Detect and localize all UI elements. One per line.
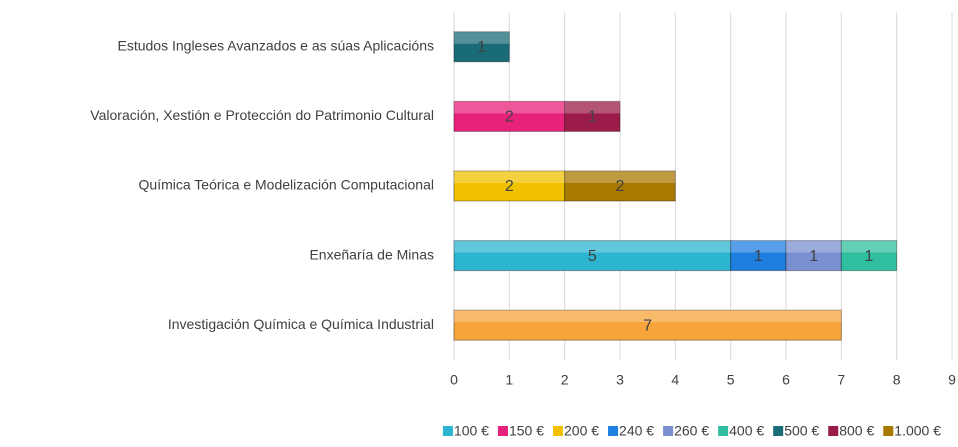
x-tick-label: 4 xyxy=(671,372,679,388)
bar xyxy=(785,240,842,272)
data-label: 1 xyxy=(588,109,597,126)
data-label: 1 xyxy=(809,248,818,265)
data-label: 2 xyxy=(505,178,514,195)
data-label: 1 xyxy=(754,248,763,265)
legend-label: 260 € xyxy=(674,423,709,439)
x-tick-label: 0 xyxy=(450,372,458,388)
data-label: 7 xyxy=(643,317,652,334)
bar xyxy=(453,240,732,272)
data-label: 5 xyxy=(588,248,597,265)
legend-swatch xyxy=(608,426,619,436)
x-tick-label: 3 xyxy=(616,372,624,388)
legend-label: 100 € xyxy=(454,423,489,439)
bar-shine xyxy=(454,101,565,114)
legend-swatch xyxy=(883,426,894,436)
bar-shine xyxy=(564,171,676,183)
x-tick-label: 1 xyxy=(505,372,513,388)
y-tick-label: Química Teórica e Modelización Computaci… xyxy=(139,177,434,193)
x-tick-label: 9 xyxy=(948,372,956,388)
legend-swatch xyxy=(442,426,453,436)
bar-shine xyxy=(454,240,731,253)
data-label: 2 xyxy=(505,109,514,126)
bar xyxy=(453,31,510,63)
x-tick-label: 8 xyxy=(893,372,901,388)
x-tick-label: 7 xyxy=(837,372,845,388)
y-tick-label: Valoración, Xestión e Protección do Patr… xyxy=(90,107,434,123)
legend-item: 240 € xyxy=(608,423,654,439)
y-tick-label: Enxeñaría de Minas xyxy=(309,246,434,262)
legend-swatch xyxy=(773,426,784,436)
legend-item: 100 € xyxy=(442,423,489,439)
legend-swatch xyxy=(497,426,508,436)
bar xyxy=(564,170,676,202)
bar xyxy=(453,170,566,202)
bar-shine xyxy=(564,101,620,114)
legend-label: 150 € xyxy=(509,423,544,439)
legend-swatch xyxy=(663,426,674,436)
bar-shine xyxy=(786,240,842,253)
legend-label: 400 € xyxy=(729,423,764,439)
x-tick-label: 5 xyxy=(727,372,735,388)
legend-item: 800 € xyxy=(828,423,874,439)
x-tick-label: 2 xyxy=(561,372,569,388)
bar-shine xyxy=(454,31,510,44)
bar xyxy=(840,240,898,272)
legend-swatch xyxy=(553,426,563,436)
legend-swatch xyxy=(828,426,839,436)
legend-label: 240 € xyxy=(619,423,654,439)
data-label: 1 xyxy=(477,39,486,56)
bar-shine xyxy=(730,240,786,253)
bar xyxy=(453,100,566,132)
legend-label: 800 € xyxy=(839,423,874,439)
y-tick-label: Estudos Ingleses Avanzados e as súas Apl… xyxy=(118,38,435,54)
legend-item: 500 € xyxy=(773,423,819,439)
legend-label: 500 € xyxy=(784,423,819,439)
legend-label: 200 € xyxy=(564,423,599,439)
bar-shine xyxy=(454,171,565,183)
legend-item: 260 € xyxy=(663,423,709,439)
legend-item: 200 € xyxy=(553,423,599,439)
legend-item: 150 € xyxy=(497,423,544,439)
x-tick-label: 6 xyxy=(782,372,790,388)
legend-item: 400 € xyxy=(718,423,764,439)
y-tick-label: Investigación Química e Química Industri… xyxy=(168,316,434,332)
bar xyxy=(453,309,842,341)
data-label: 1 xyxy=(865,248,874,265)
legend-label: 1.000 € xyxy=(894,423,941,439)
data-label: 2 xyxy=(616,178,625,195)
bar-shine xyxy=(454,310,842,323)
legend-swatch xyxy=(718,426,729,436)
bar xyxy=(564,100,621,132)
bar-shine xyxy=(841,240,897,253)
legend-item: 1.000 € xyxy=(883,423,941,439)
